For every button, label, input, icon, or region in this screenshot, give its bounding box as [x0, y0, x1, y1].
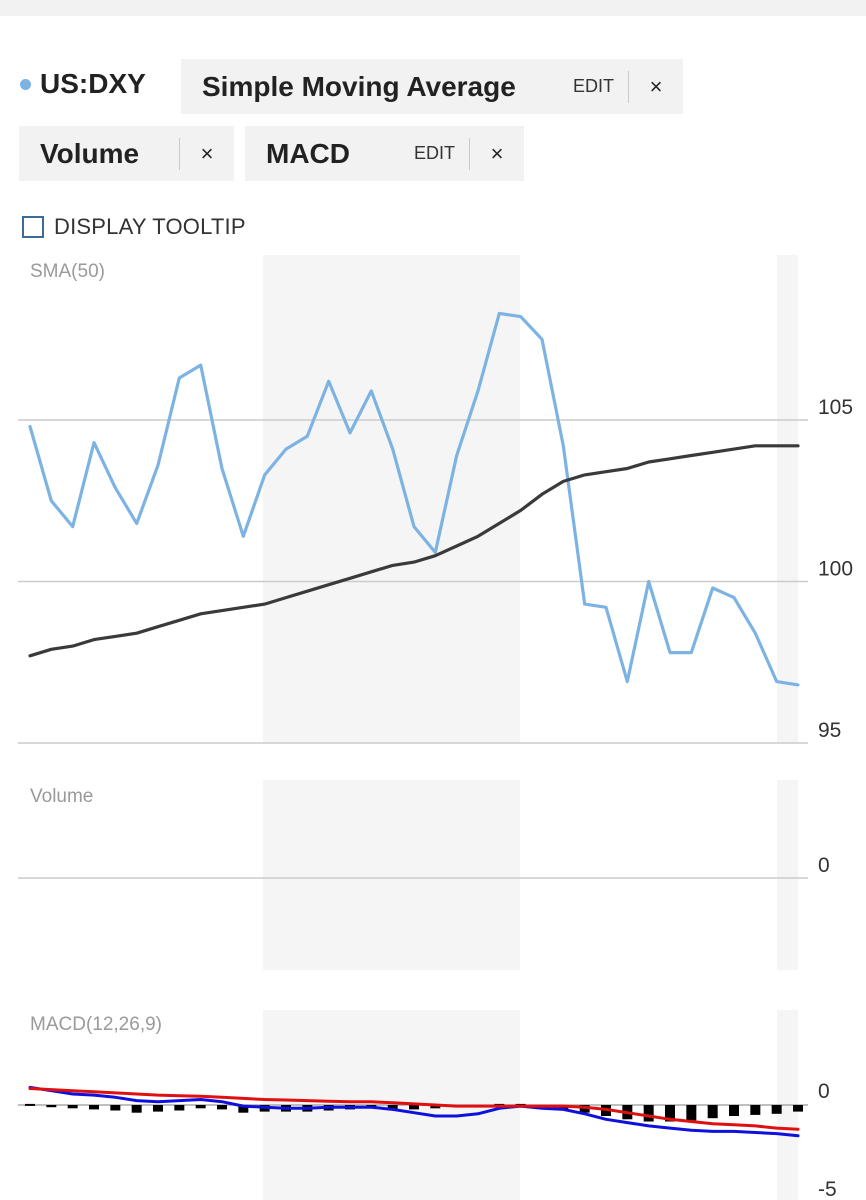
top-bar [0, 0, 866, 16]
symbol-label: US:DXY [40, 68, 146, 99]
macd-histogram-bar [771, 1105, 782, 1114]
sma-close-icon[interactable]: × [649, 73, 663, 99]
indicator-name-volume: Volume [40, 137, 140, 169]
volume-tick-label: 0 [818, 854, 830, 877]
price-tick-label: 100 [818, 558, 853, 581]
macd-histogram-bar [89, 1105, 99, 1110]
tooltip-checkbox[interactable] [22, 216, 44, 238]
macd-histogram-bar [729, 1105, 739, 1116]
shade-band [777, 255, 798, 743]
macd-axis: 0 -5 [818, 1080, 837, 1200]
macd-tick-label: -5 [818, 1178, 837, 1200]
macd-histogram-bar [579, 1105, 590, 1113]
indicator-chip-volume: Volume × [19, 126, 234, 181]
macd-histogram-bar [793, 1105, 803, 1112]
price-series [28, 311, 800, 687]
indicator-chip-sma: Simple Moving Average EDIT × [181, 59, 683, 114]
macd-line [28, 1085, 800, 1138]
sma-edit-button[interactable]: EDIT [572, 76, 614, 96]
macd-series [28, 1085, 800, 1138]
shade-band [263, 780, 520, 970]
macd-histogram-bar [110, 1105, 121, 1111]
macd-edit-button[interactable]: EDIT [413, 143, 455, 163]
macd-histogram-bar [686, 1105, 697, 1121]
shade-band [263, 255, 520, 743]
macd-histogram-bar [238, 1105, 249, 1113]
macd-histogram-bar [387, 1105, 398, 1111]
shade-band [777, 780, 798, 970]
indicator-chip-macd: MACD EDIT × [245, 126, 524, 181]
chip-divider [469, 137, 470, 170]
macd-histogram-bar [750, 1105, 761, 1115]
price-tick-label: 105 [818, 396, 853, 419]
indicator-name-macd: MACD [266, 137, 350, 169]
symbol-legend: US:DXY [20, 68, 146, 100]
volume-axis: 0 [818, 854, 830, 877]
series-dot-icon [20, 78, 31, 90]
macd-histogram-bar [665, 1105, 675, 1122]
macd-histogram-bar [67, 1105, 78, 1109]
volume-panel-label: Volume [30, 786, 93, 807]
indicator-name-sma: Simple Moving Average [202, 70, 516, 102]
macd-close-icon[interactable]: × [490, 140, 504, 166]
volume-close-icon[interactable]: × [200, 140, 214, 166]
signal-line [28, 1087, 800, 1131]
price-line [28, 311, 800, 687]
macd-tick-label: 0 [818, 1080, 830, 1103]
time-shade-bands [263, 255, 798, 1200]
macd-histogram-bar [409, 1105, 419, 1110]
macd-histogram-bar [643, 1105, 654, 1122]
macd-histogram-bar [217, 1105, 227, 1110]
price-gridlines [18, 419, 808, 744]
price-panel-label: SMA(50) [30, 261, 105, 282]
tooltip-label: DISPLAY TOOLTIP [54, 214, 246, 239]
chip-divider [179, 137, 180, 170]
sma-line [28, 444, 800, 658]
macd-histogram-bar [430, 1105, 441, 1109]
display-tooltip-toggle[interactable]: DISPLAY TOOLTIP [22, 214, 246, 240]
price-tick-label: 95 [818, 719, 841, 742]
macd-panel-label: MACD(12,26,9) [30, 1014, 162, 1035]
price-axis: 105 100 95 [818, 396, 853, 742]
chip-divider [628, 70, 629, 103]
macd-histogram-bar [153, 1105, 163, 1112]
macd-histogram-bar [131, 1105, 142, 1113]
macd-histogram-bar [46, 1105, 57, 1108]
macd-histogram-bar [195, 1105, 206, 1109]
macd-histogram-bar [174, 1105, 185, 1111]
macd-histogram-bar [25, 1103, 35, 1106]
macd-histogram-bar [707, 1105, 718, 1119]
